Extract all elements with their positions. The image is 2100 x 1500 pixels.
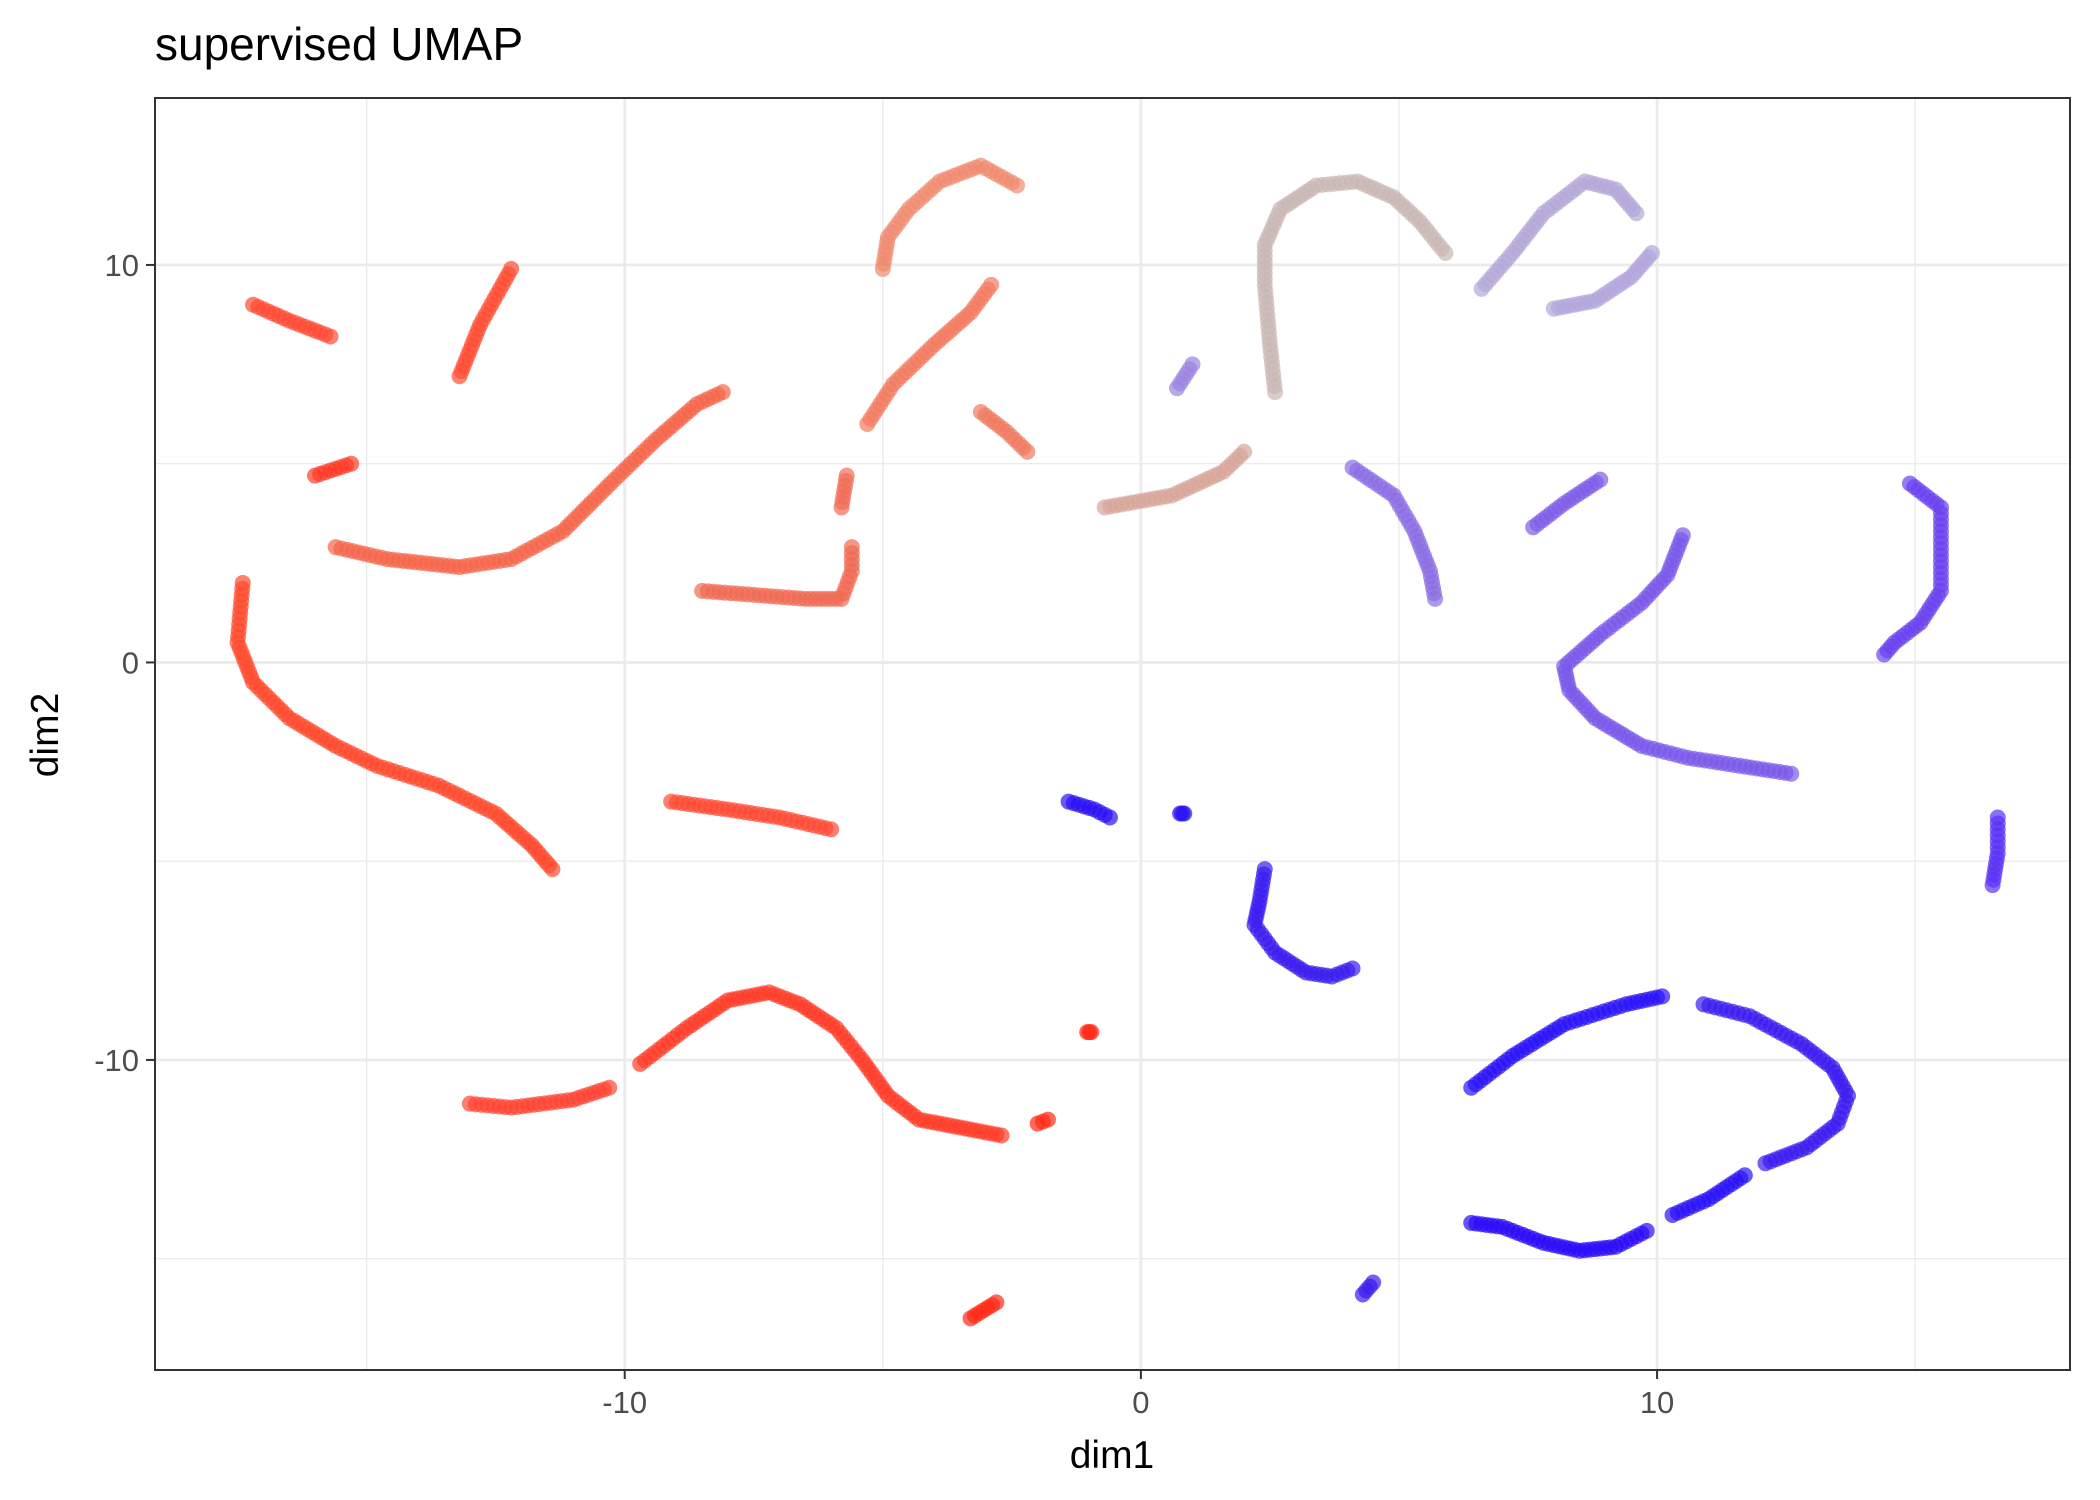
data-point xyxy=(1592,471,1609,488)
panel-background xyxy=(155,98,2070,1370)
data-point xyxy=(1184,356,1201,373)
data-point xyxy=(503,260,520,277)
y-tick-label: -10 xyxy=(94,1043,139,1078)
data-point xyxy=(1783,765,1800,782)
data-point xyxy=(1019,443,1036,460)
data-point xyxy=(1876,646,1893,663)
data-point xyxy=(1654,988,1671,1005)
data-point xyxy=(601,1079,618,1096)
data-point xyxy=(1463,1214,1480,1231)
data-point xyxy=(1083,1024,1100,1041)
data-point xyxy=(1039,1111,1056,1128)
data-point xyxy=(544,861,561,878)
x-tick-label: -10 xyxy=(602,1385,647,1420)
data-point xyxy=(1757,1155,1774,1172)
x-axis-title: dim1 xyxy=(1070,1434,1155,1477)
data-point xyxy=(1236,443,1253,460)
data-point xyxy=(838,467,855,484)
data-point xyxy=(322,328,339,345)
y-axis: -10 0 10 xyxy=(94,248,155,1078)
data-point xyxy=(1009,177,1026,194)
data-point xyxy=(714,384,731,401)
data-point xyxy=(1365,1274,1382,1291)
data-point xyxy=(1344,960,1361,977)
data-point xyxy=(823,821,840,838)
data-point xyxy=(993,1127,1010,1144)
data-point xyxy=(343,455,360,472)
major-gridlines xyxy=(155,98,2070,1370)
data-point xyxy=(1643,245,1660,262)
data-point xyxy=(1427,590,1444,607)
minor-gridlines xyxy=(155,98,2070,1370)
data-point xyxy=(1101,809,1118,826)
data-point xyxy=(988,1294,1005,1311)
chart-title: supervised UMAP xyxy=(155,18,523,70)
plot-area xyxy=(154,97,2071,1371)
data-point xyxy=(1437,245,1454,262)
x-tick-label: 10 xyxy=(1640,1385,1674,1420)
data-points xyxy=(229,157,2006,1327)
y-tick-label: 10 xyxy=(105,248,139,283)
data-point xyxy=(1664,1206,1681,1223)
data-point xyxy=(1984,877,2001,894)
panel-border xyxy=(154,97,2071,1371)
data-point xyxy=(1176,805,1193,822)
y-tick-label: 0 xyxy=(122,645,139,680)
x-axis: -10 0 10 xyxy=(602,1370,1674,1420)
x-tick-label: 0 xyxy=(1132,1385,1149,1420)
data-point xyxy=(843,539,860,556)
data-point xyxy=(1628,205,1645,222)
data-point xyxy=(983,276,1000,293)
y-axis-title: dim2 xyxy=(24,693,67,778)
